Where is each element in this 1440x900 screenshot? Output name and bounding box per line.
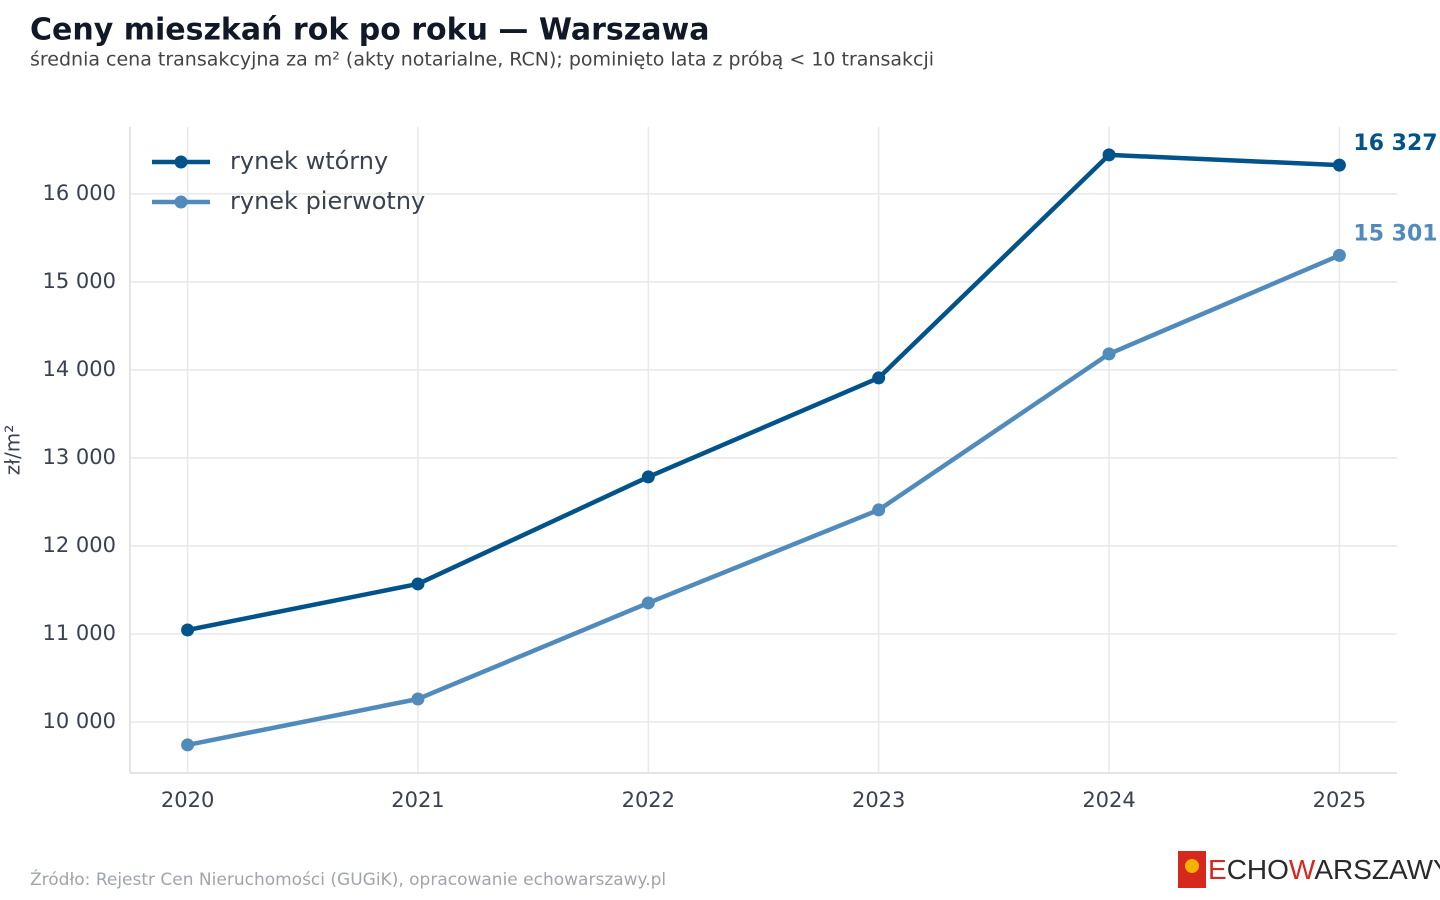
y-tick-label: 10 000 [43, 709, 116, 733]
data-point [1102, 347, 1116, 361]
legend-marker [174, 155, 188, 169]
y-tick-label: 13 000 [43, 445, 116, 469]
data-point [181, 623, 195, 637]
chart-subtitle: średnia cena transakcyjna za m² (akty no… [30, 49, 934, 71]
data-point [1332, 248, 1346, 262]
series-line [187, 253, 1341, 748]
data-point [411, 692, 425, 706]
logo-text: ECHOWARSZAWY.PL [1208, 854, 1440, 885]
logo-icon-detail [1185, 859, 1199, 873]
grid [130, 127, 1397, 773]
value-label: 16 327 [1353, 131, 1437, 156]
data-point [1332, 158, 1346, 172]
data-point [872, 371, 886, 385]
data-point [641, 470, 655, 484]
logo-part: W [1289, 854, 1316, 885]
x-tick-label: 2020 [161, 788, 214, 812]
y-tick-label: 12 000 [43, 533, 116, 557]
chart-title: Ceny mieszkań rok po roku — Warszawa [30, 13, 709, 48]
series-line [187, 152, 1340, 633]
logo-part: E [1208, 854, 1227, 885]
data-point [872, 503, 886, 517]
x-tick-label: 2022 [622, 788, 675, 812]
y-tick-label: 16 000 [43, 181, 116, 205]
legend-label: rynek wtórny [230, 147, 388, 175]
y-axis-label: zł/m² [1, 425, 25, 475]
data-point [181, 738, 195, 752]
logo-part: CHO [1227, 854, 1289, 885]
y-tick-label: 11 000 [43, 621, 116, 645]
y-tick-label: 15 000 [43, 269, 116, 293]
x-tick-label: 2024 [1082, 788, 1135, 812]
data-point [1102, 148, 1116, 162]
logo: ECHOWARSZAWY.PL [1178, 851, 1440, 888]
data-point [411, 577, 425, 591]
y-tick-label: 14 000 [43, 357, 116, 381]
source-note: Źródło: Rejestr Cen Nieruchomości (GUGiK… [30, 868, 666, 890]
data-point [641, 596, 655, 610]
x-tick-label: 2023 [852, 788, 905, 812]
x-tick-label: 2025 [1313, 788, 1366, 812]
x-tick-label: 2021 [391, 788, 444, 812]
legend-marker [174, 195, 188, 209]
value-label: 15 301 [1353, 221, 1437, 246]
logo-part: ARSZAWY [1314, 854, 1440, 885]
legend-label: rynek pierwotny [230, 187, 425, 215]
